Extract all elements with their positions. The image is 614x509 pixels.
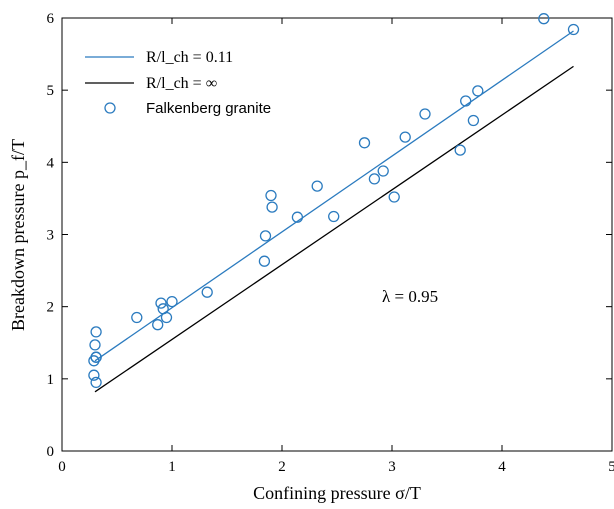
data-point [454, 144, 466, 156]
data-point [358, 137, 371, 149]
data-point [291, 211, 304, 223]
data-points [88, 13, 580, 389]
y-tick-label: 5 [47, 83, 55, 99]
y-tick-label: 6 [47, 11, 55, 27]
y-axis-ticks: 0 1 2 3 4 5 6 [47, 11, 612, 460]
y-tick-label: 1 [47, 372, 55, 388]
data-point [538, 13, 550, 25]
data-point [258, 255, 271, 267]
data-point [472, 85, 484, 97]
legend-label-infinite: R/l_ch = ∞ [146, 75, 217, 92]
data-point [419, 108, 431, 120]
legend-label-granite: Falkenberg granite [146, 100, 271, 117]
plot-area [61, 17, 613, 452]
x-tick-label: 4 [498, 459, 506, 475]
data-point [266, 201, 278, 213]
data-point [311, 180, 323, 192]
y-tick-label: 0 [47, 444, 55, 460]
data-point [201, 286, 213, 298]
x-tick-label: 3 [388, 459, 396, 475]
data-point [88, 369, 100, 381]
y-tick-label: 2 [47, 300, 55, 316]
x-axis-ticks: 0 1 2 3 4 5 [58, 18, 614, 475]
x-axis-label: Confining pressure σ/T [253, 483, 421, 503]
data-point [399, 131, 411, 143]
data-point [328, 210, 340, 223]
data-point [567, 23, 580, 36]
data-point [368, 173, 381, 185]
x-tick-label: 2 [278, 459, 286, 475]
data-point [166, 295, 178, 308]
legend: R/l_ch = 0.11 R/l_ch = ∞ Falkenberg gran… [85, 49, 271, 117]
data-point [89, 339, 101, 351]
x-tick-label: 1 [168, 459, 176, 475]
fit-line-infinite [94, 65, 574, 393]
data-point [155, 297, 167, 309]
data-point [90, 351, 102, 363]
data-point [388, 191, 400, 203]
legend-swatch-granite [104, 102, 116, 114]
data-point [377, 165, 389, 177]
y-tick-label: 3 [47, 228, 55, 244]
data-point [467, 114, 480, 127]
data-point [90, 326, 102, 338]
legend-label-fit: R/l_ch = 0.11 [146, 49, 233, 66]
data-point [160, 311, 173, 324]
data-point [152, 319, 164, 331]
y-tick-label: 4 [47, 155, 55, 171]
y-axis-label: Breakdown pressure p_f/T [8, 139, 28, 331]
data-point [265, 189, 277, 202]
x-tick-label: 0 [58, 459, 66, 475]
data-point [90, 376, 102, 389]
lambda-annotation: λ = 0.95 [382, 287, 438, 306]
data-point [131, 311, 143, 324]
data-point [259, 230, 272, 242]
data-point [460, 95, 472, 107]
x-tick-label: 5 [608, 459, 614, 475]
